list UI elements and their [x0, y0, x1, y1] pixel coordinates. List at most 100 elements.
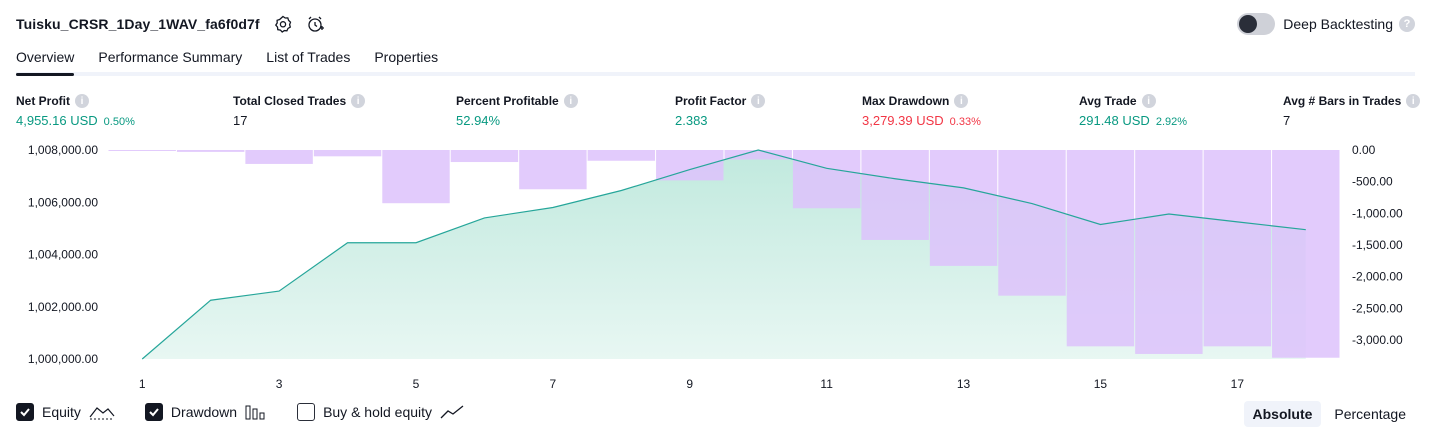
metric-value: 3,279.39 USD [862, 113, 944, 128]
left-axis-tick-label: 1,004,000.00 [28, 248, 98, 262]
settings-icon[interactable] [274, 15, 292, 33]
strategy-name: Tuisku_CRSR_1Day_1WAV_fa6f0d7f [16, 16, 260, 32]
legend-buy-hold-equity[interactable]: Buy & hold equity [297, 403, 464, 421]
metric-label: Total Closed Trades [233, 94, 347, 108]
metric-label: Percent Profitable [456, 94, 559, 108]
drawdown-bar [1135, 150, 1203, 354]
right-axis-tick-label: 0.00 [1352, 143, 1376, 157]
bars-icon [245, 404, 267, 420]
x-axis-tick-label: 3 [276, 377, 283, 391]
metric-net-profit: Net Profit i 4,955.16 USD 0.50% [16, 93, 135, 129]
info-icon[interactable]: i [1406, 94, 1421, 108]
drawdown-bar [1203, 150, 1272, 347]
trend-line-icon [440, 404, 464, 420]
drawdown-bar [108, 150, 176, 151]
drawdown-bar [519, 150, 587, 190]
drawdown-checkbox[interactable] [144, 403, 163, 421]
display-mode-switch: Absolute Percentage [1240, 401, 1416, 427]
x-axis-tick-label: 9 [686, 377, 693, 391]
buy-hold-checkbox[interactable] [297, 403, 316, 421]
legend-label: Drawdown [170, 404, 238, 420]
left-axis-tick-label: 1,008,000.00 [28, 143, 98, 157]
drawdown-bar [1066, 150, 1135, 347]
x-axis-tick-label: 17 [1231, 377, 1245, 391]
tab-overview[interactable]: Overview [16, 46, 75, 76]
chart-legend: Equity Drawdown Buy & hold equity [16, 403, 494, 421]
right-axis-tick-label: -2,500.00 [1352, 301, 1403, 315]
deep-backtesting-label: Deep Backtesting [1283, 16, 1393, 32]
x-axis-tick-label: 7 [550, 377, 557, 391]
metric-label: Avg # Bars in Trades [1283, 94, 1402, 108]
right-axis-tick-label: -500.00 [1352, 175, 1393, 189]
right-axis-tick-label: -1,000.00 [1352, 206, 1403, 220]
metric-value: 52.94% [456, 113, 501, 128]
metric-percent-profitable: Percent Profitable i 52.94% [456, 93, 578, 129]
tab-properties[interactable]: Properties [374, 49, 439, 65]
legend-drawdown[interactable]: Drawdown [144, 403, 267, 421]
metric-value: 17 [233, 113, 248, 128]
drawdown-bar [929, 150, 998, 266]
x-axis-tick-label: 15 [1094, 377, 1108, 391]
metric-profit-factor: Profit Factor i 2.383 [675, 93, 766, 129]
metric-label: Avg Trade [1079, 94, 1137, 108]
drawdown-bar [245, 150, 313, 164]
metric-label: Profit Factor [675, 94, 747, 108]
metric-percent: 0.50% [103, 116, 135, 128]
info-icon[interactable]: i [954, 94, 969, 108]
metric-avg-bars: Avg # Bars in Trades i 7 [1283, 93, 1421, 129]
x-axis-tick-label: 5 [413, 377, 420, 391]
toggle-knob [1239, 15, 1258, 33]
info-icon[interactable]: i [75, 94, 89, 108]
add-alert-icon[interactable] [306, 15, 324, 33]
deep-backtesting-toggle[interactable] [1237, 13, 1276, 35]
tab-list-of-trades[interactable]: List of Trades [266, 49, 351, 65]
drawdown-bar [724, 150, 792, 160]
info-icon[interactable]: i [563, 94, 578, 108]
metric-value: 7 [1283, 113, 1291, 128]
drawdown-bar [861, 150, 929, 240]
absolute-button[interactable]: Absolute [1243, 401, 1322, 427]
right-axis-tick-label: -1,500.00 [1352, 238, 1403, 252]
metric-value: 291.48 USD [1079, 113, 1150, 128]
metric-value: 2.383 [675, 113, 708, 128]
equity-drawdown-chart[interactable]: 1,000,000.00 1,002,000.00 1,004,000.00 1,00… [0, 138, 1431, 398]
x-axis-tick-label: 13 [957, 377, 971, 391]
equity-line [141, 149, 1306, 360]
right-axis-tick-label: -3,000.00 [1352, 333, 1403, 347]
help-icon[interactable]: ? [1399, 16, 1415, 32]
metric-max-drawdown: Max Drawdown i 3,279.39 USD 0.33% [862, 93, 981, 129]
metric-avg-trade: Avg Trade i 291.48 USD 2.92% [1079, 93, 1187, 129]
drawdown-bar [313, 150, 382, 157]
metric-percent: 2.92% [1155, 116, 1188, 128]
right-axis-tick-label: -2,000.00 [1352, 270, 1403, 284]
legend-label: Equity [42, 404, 81, 420]
left-axis-tick-label: 1,002,000.00 [28, 300, 98, 314]
legend-label: Buy & hold equity [323, 404, 433, 420]
drawdown-bar [1272, 150, 1340, 358]
left-axis-tick-label: 1,000,000.00 [28, 352, 98, 366]
info-icon[interactable]: i [351, 94, 366, 108]
drawdown-bar [587, 150, 656, 161]
drawdown-bar [176, 150, 245, 152]
metric-label: Net Profit [16, 94, 70, 108]
x-axis-tick-label: 11 [820, 377, 833, 391]
metric-total-closed-trades: Total Closed Trades i 17 [233, 93, 366, 129]
drawdown-bar [998, 150, 1066, 296]
metric-percent: 0.33% [949, 116, 981, 128]
metric-label: Max Drawdown [862, 94, 950, 108]
info-icon[interactable]: i [751, 94, 766, 108]
x-axis-tick-label: 1 [139, 377, 146, 391]
deep-backtesting: Deep Backtesting ? [1237, 13, 1415, 35]
percentage-button[interactable]: Percentage [1334, 406, 1406, 422]
equity-line-icon [89, 404, 115, 420]
drawdown-bar [382, 150, 450, 204]
legend-equity[interactable]: Equity [16, 403, 115, 421]
header-bar: Tuisku_CRSR_1Day_1WAV_fa6f0d7f [16, 12, 324, 36]
drawdown-bar [792, 150, 861, 209]
equity-checkbox[interactable] [16, 403, 34, 421]
metric-value: 4,955.16 USD [16, 113, 98, 128]
drawdown-bar [450, 150, 519, 163]
tab-performance-summary[interactable]: Performance Summary [98, 49, 243, 65]
info-icon[interactable]: i [1141, 94, 1156, 108]
tab-bar: Overview Performance Summary List of Tra… [16, 46, 1415, 76]
